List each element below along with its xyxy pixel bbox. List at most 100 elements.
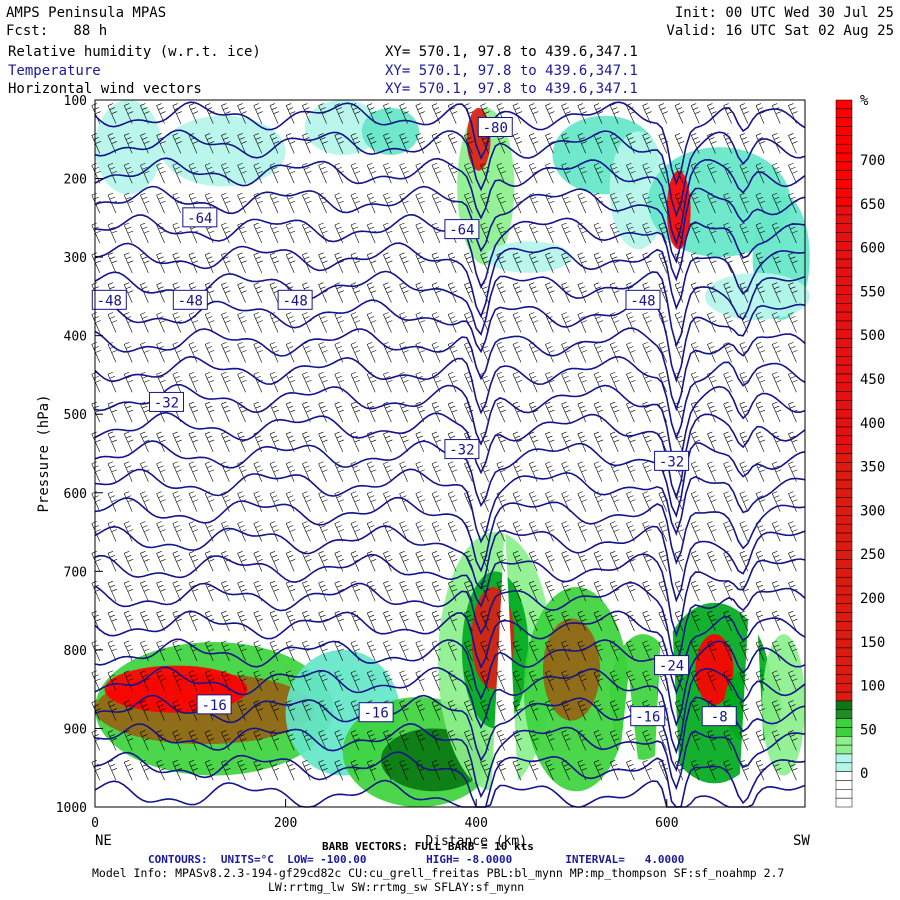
wind-barb [123, 192, 134, 214]
wind-barb [285, 640, 296, 662]
wind-barb [577, 670, 587, 691]
wind-barb [350, 282, 361, 303]
wind-barb [237, 670, 247, 691]
wind-barb [107, 461, 118, 482]
rh-region [304, 100, 381, 155]
wind-barb [593, 282, 604, 303]
wind-barb [399, 521, 409, 542]
wind-barb [123, 610, 134, 632]
wind-barb [788, 760, 798, 781]
temperature-contour [94, 638, 806, 727]
wind-barb [140, 700, 150, 721]
wind-barb [123, 700, 134, 721]
wind-barb [464, 670, 474, 691]
wind-barb [723, 103, 733, 124]
wind-barb [739, 610, 749, 632]
wind-barb [707, 670, 717, 691]
wind-barb [626, 431, 636, 453]
wind-barb [107, 610, 118, 632]
contour-label-text: -32 [659, 454, 684, 470]
wind-barb [674, 551, 685, 572]
colorbar-cell [835, 400, 853, 410]
wind-barb [528, 640, 539, 662]
wind-barb [415, 103, 425, 124]
wind-barb [723, 282, 733, 303]
rh-region [762, 634, 806, 776]
wind-barb [91, 371, 101, 393]
wind-barb [107, 580, 118, 602]
wind-barb [237, 760, 247, 781]
wind-barb [107, 551, 118, 572]
wind-barb [140, 342, 150, 363]
wind-barb [561, 192, 571, 214]
wind-barb [496, 192, 506, 214]
wind-barb [188, 491, 199, 512]
wind-barb [512, 640, 523, 662]
wind-barb [107, 312, 118, 333]
wind-barb [642, 252, 652, 273]
colorbar-cell [835, 523, 853, 534]
wind-barb [545, 222, 555, 244]
init-time: Init: 00 UTC Wed 30 Jul 25 [674, 5, 894, 21]
wind-barb [399, 192, 409, 214]
colorbar-cell [835, 462, 853, 472]
wind-barb [561, 640, 571, 662]
wind-barb [318, 760, 328, 781]
colorbar-cell [835, 700, 853, 711]
wind-barb [318, 192, 328, 214]
wind-barb [253, 521, 263, 542]
contour-label: -24 [654, 655, 690, 676]
colorbar-label: 250 [860, 547, 885, 563]
wind-barb [383, 461, 393, 482]
wind-barb [690, 252, 701, 273]
contour-label-text: -64 [187, 211, 212, 227]
wind-barb [447, 580, 458, 602]
colorbar-cell [835, 143, 853, 154]
wind-barb [609, 491, 620, 512]
wind-barb [383, 610, 393, 632]
wind-barb [383, 730, 393, 751]
wind-barb [626, 371, 636, 393]
colorbar-cell [835, 170, 853, 180]
colorbar-cell [835, 541, 853, 551]
wind-barb [318, 162, 328, 184]
wind-barb [221, 610, 231, 632]
wind-barb [285, 192, 296, 214]
wind-barb [464, 162, 474, 184]
wind-barb [237, 610, 247, 632]
wind-barb [123, 551, 134, 572]
wind-barb [253, 103, 263, 124]
x-tick-label: 600 [655, 816, 678, 831]
wind-barb [237, 580, 247, 602]
wind-barb [496, 640, 506, 662]
wind-barb [91, 222, 101, 244]
colorbar-cell [835, 789, 853, 799]
wind-barb [723, 521, 733, 542]
wind-barb [496, 282, 506, 303]
wind-barb [512, 700, 523, 721]
end-label-sw: SW [793, 833, 810, 849]
wind-barb [771, 700, 782, 721]
wind-barb [172, 371, 182, 393]
wind-barb [91, 342, 101, 363]
wind-barb [561, 401, 571, 423]
wind-barb [350, 162, 361, 184]
model-info-line2: LW:rrtmg_lw SW:rrtmg_sw SFLAY:sf_mynn [268, 880, 525, 894]
wind-barb [366, 162, 377, 184]
contour-label: -48 [625, 289, 661, 310]
wind-barb [302, 371, 312, 393]
wind-barb [447, 700, 458, 721]
contour-label: -48 [277, 289, 313, 310]
colorbar-cell [835, 576, 853, 587]
wind-barb [561, 730, 571, 751]
wind-barb [528, 491, 539, 512]
wind-barb [350, 252, 361, 273]
colorbar-cell [835, 99, 853, 110]
wind-barb [334, 192, 344, 214]
wind-barb [690, 342, 701, 363]
wind-barb [577, 431, 587, 453]
wind-barb-layer [91, 103, 798, 781]
wind-barb [658, 431, 668, 453]
wind-barb [707, 162, 717, 184]
